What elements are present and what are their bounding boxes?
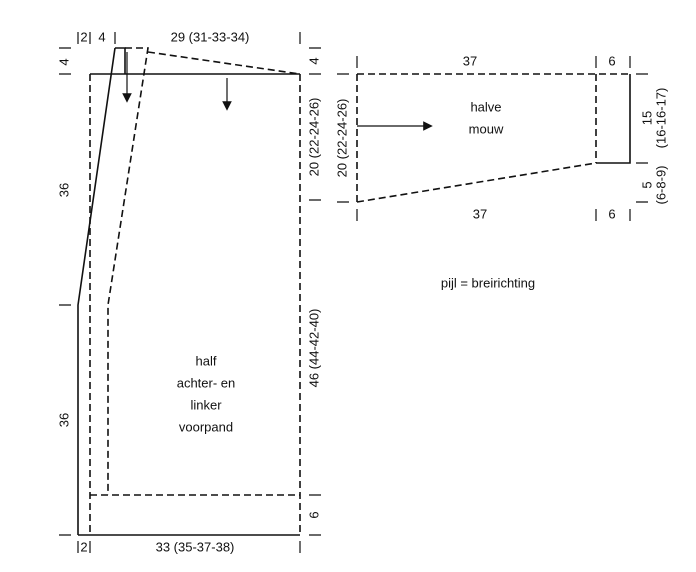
dim: 6 (608, 206, 615, 221)
dim: 33 (35-37-38) (156, 539, 235, 554)
dim: 46 (44-42-40) (306, 309, 321, 388)
legend: pijl = breirichting (441, 275, 535, 290)
dim: 37 (473, 206, 487, 221)
label: linker (190, 397, 222, 412)
dim: 2 (80, 29, 87, 44)
dim: 36 (56, 183, 71, 197)
body-outline (77, 47, 301, 536)
dim: 20 (22-24-26) (306, 98, 321, 177)
dim: 6 (608, 53, 615, 68)
label: achter- en (177, 375, 236, 390)
label: voorpand (179, 419, 233, 434)
dim: 15 (639, 111, 654, 125)
dim: (6-8-9) (653, 165, 668, 204)
label: halve (470, 99, 501, 114)
sleeve-dimension-ticks (337, 56, 648, 221)
dim: 2 (80, 539, 87, 554)
dim: 37 (463, 53, 477, 68)
sleeve-outline (356, 73, 631, 203)
dim: 4 (306, 57, 321, 64)
body-dimension-ticks (59, 32, 321, 553)
dim: 4 (98, 29, 105, 44)
dim: 5 (639, 181, 654, 188)
dim: 36 (56, 413, 71, 427)
dim: 20 (22-24-26) (334, 99, 349, 178)
dim: 4 (56, 58, 71, 65)
dim: (16-16-17) (653, 88, 668, 149)
dim: 6 (306, 511, 321, 518)
label: half (196, 353, 217, 368)
label: mouw (469, 121, 504, 136)
dim: 29 (31-33-34) (171, 29, 250, 44)
